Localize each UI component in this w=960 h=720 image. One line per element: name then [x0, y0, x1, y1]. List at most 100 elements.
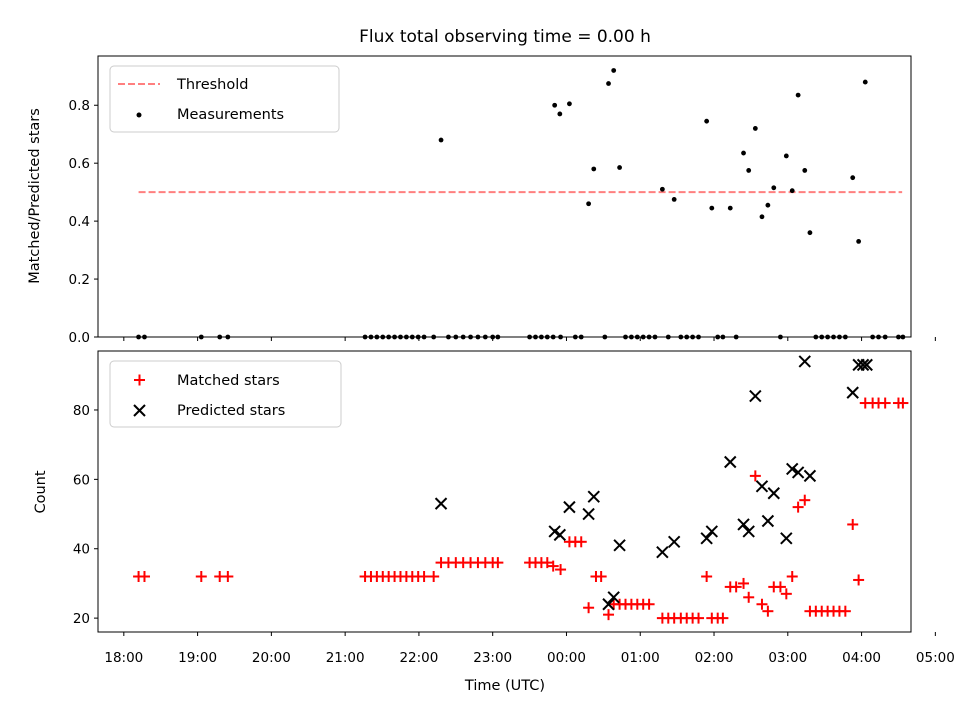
- measurement-point: [807, 230, 813, 236]
- predicted-star-point: [846, 386, 859, 399]
- predicted-star-point: [742, 525, 755, 538]
- matched-star-point: [492, 557, 504, 569]
- top-legend-box: [109, 65, 340, 133]
- matched-star-point: [792, 501, 804, 513]
- predicted-star-point: [798, 355, 811, 368]
- predicted-star-point: [667, 535, 681, 549]
- measurement-point: [617, 165, 622, 170]
- measurement-point: [746, 168, 752, 173]
- top-ticks: 0.0 0.2 0.4 0.6 0.8: [69, 98, 936, 346]
- x-tick-label: 05:00: [916, 650, 955, 666]
- chart-title: Flux total observing time = 0.00 h: [359, 27, 651, 47]
- measurement-point: [552, 102, 558, 108]
- x-tick-label: 20:00: [252, 650, 291, 666]
- legend-predicted-swatch: [133, 404, 146, 417]
- measurement-point: [438, 137, 444, 143]
- predicted-star-point: [860, 358, 873, 372]
- matched-star-point: [762, 605, 774, 617]
- measurement-point: [752, 126, 758, 131]
- x-axis-label: Time (UTC): [464, 678, 545, 694]
- matched-star-point: [897, 397, 909, 409]
- x-tick-label: 01:00: [621, 650, 660, 666]
- predicted-star-point: [602, 598, 615, 611]
- matched-star-point: [756, 598, 768, 610]
- matched-star-point: [428, 570, 440, 582]
- matched-star-point: [603, 609, 615, 621]
- measurement-point: [606, 81, 611, 86]
- x-tick-label: 03:00: [768, 650, 807, 666]
- bottom-axes-frame: [97, 350, 912, 633]
- matched-star-point: [195, 570, 207, 582]
- predicted-star-point: [607, 591, 620, 604]
- matched-star-point: [547, 560, 559, 572]
- matched-star-point: [749, 470, 761, 482]
- matched-star-point: [780, 588, 792, 600]
- top-legend: Threshold Measurements: [109, 65, 340, 133]
- predicted-star-point: [553, 528, 567, 542]
- matched-star-point: [575, 536, 587, 548]
- predicted-star-point: [587, 490, 600, 503]
- matched-star-point: [693, 612, 705, 624]
- legend-predicted-label: Predicted stars: [177, 403, 285, 419]
- predicted-star-point: [856, 358, 870, 372]
- matched-star-point: [847, 518, 859, 530]
- measurement-point: [856, 239, 862, 244]
- measurement-point: [557, 111, 563, 117]
- predicted-star-point: [737, 518, 750, 531]
- top-y-tick-label: 0.4: [69, 214, 90, 230]
- bottom-legend: Matched stars Predicted stars: [109, 360, 342, 428]
- top-y-axis-label: Matched/Predicted stars: [27, 108, 43, 284]
- top-y-tick-label: 0.8: [69, 98, 90, 114]
- predicted-star-point: [761, 514, 775, 528]
- bottom-plot-area: [133, 355, 909, 624]
- predicted-star-point: [705, 525, 719, 538]
- matched-star-point: [730, 581, 742, 593]
- predicted-star-point: [434, 497, 448, 510]
- measurement-point: [567, 101, 572, 107]
- measurement-point: [759, 214, 765, 220]
- matched-star-point: [595, 570, 607, 582]
- predicted-star-point: [582, 507, 595, 521]
- matched-star-point: [418, 570, 430, 582]
- legend-matched-label: Matched stars: [177, 373, 280, 389]
- matched-star-point: [138, 570, 150, 582]
- x-tick-label: 23:00: [473, 650, 512, 666]
- predicted-star-point: [749, 389, 762, 403]
- x-tick-label: 19:00: [178, 650, 217, 666]
- measurement-point: [586, 201, 592, 207]
- measurement-point: [741, 150, 746, 156]
- matched-star-point: [786, 570, 798, 582]
- top-y-tick-label: 0.0: [69, 330, 90, 346]
- matched-star-point: [717, 612, 729, 624]
- bottom-axes: 18:00 19:00 20:00 21:00 22:00 23:00 00:00 01:00…: [73, 350, 955, 666]
- predicted-star-point: [656, 546, 669, 559]
- matched-star-point: [879, 397, 891, 409]
- matched-star-point: [222, 570, 234, 582]
- predicted-star-point: [767, 487, 780, 500]
- measurement-point: [709, 205, 715, 211]
- predicted-star-point: [755, 480, 769, 493]
- matched-star-point: [738, 577, 750, 589]
- matched-star-point: [555, 564, 567, 576]
- predicted-star-point: [803, 469, 817, 483]
- measurement-point: [862, 79, 868, 85]
- predicted-star-point: [700, 532, 713, 545]
- predicted-star-point: [613, 539, 626, 552]
- bottom-y-axis-label: Count: [33, 470, 49, 513]
- bottom-legend-box: [109, 360, 342, 428]
- measurement-point: [704, 118, 710, 124]
- x-tick-label: 02:00: [695, 650, 734, 666]
- measurement-point: [802, 168, 808, 173]
- x-tick-label: 22:00: [399, 650, 438, 666]
- predicted-star-point: [563, 500, 576, 514]
- matched-star-point: [799, 494, 811, 506]
- x-tick-label: 00:00: [547, 650, 586, 666]
- predicted-star-point: [780, 532, 793, 545]
- bottom-y-tick-label: 80: [73, 403, 90, 419]
- measurement-point: [850, 175, 856, 181]
- bottom-ticks: 18:00 19:00 20:00 21:00 22:00 23:00 00:00 01:00…: [73, 403, 955, 666]
- bottom-y-tick-label: 60: [73, 472, 90, 488]
- top-axes: 0.0 0.2 0.4 0.6 0.8 Threshold Measurements: [69, 55, 936, 346]
- x-tick-label: 18:00: [104, 650, 143, 666]
